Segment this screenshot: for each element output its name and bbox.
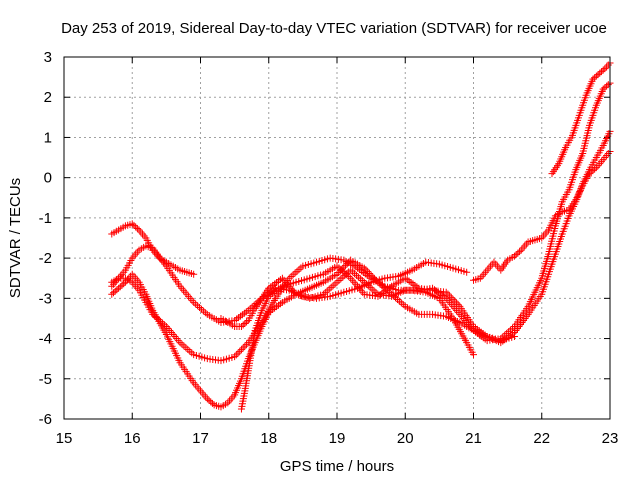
plot-frame (63, 56, 611, 420)
point-marker (470, 148, 614, 284)
y-tick-label: 0 (44, 170, 52, 187)
y-tick-label: 2 (44, 89, 52, 106)
point-marker (548, 59, 614, 178)
y-tick-label: -4 (39, 331, 52, 348)
series-trace-6 (237, 127, 614, 413)
x-tick-label: 20 (397, 430, 414, 447)
point-marker (108, 254, 477, 365)
y-tick-label: 3 (44, 49, 52, 66)
x-tick-label: 15 (56, 430, 73, 447)
x-tick-label: 17 (192, 430, 209, 447)
y-tick-label: -3 (39, 290, 52, 307)
data-points (108, 59, 614, 413)
x-tick-label: 19 (329, 430, 346, 447)
gridlines (64, 57, 610, 419)
x-tick-label: 16 (124, 430, 141, 447)
series-trace-8 (548, 59, 614, 178)
y-tick-label: 1 (44, 129, 52, 146)
x-tick-label: 18 (260, 430, 277, 447)
x-axis-label: GPS time / hours (280, 458, 394, 475)
y-tick-label: -6 (39, 411, 52, 428)
y-tick-label: -5 (39, 371, 52, 388)
series-trace-7 (470, 148, 614, 284)
y-axis-label: SDTVAR / TECUs (7, 178, 24, 298)
x-tick-label: 22 (533, 430, 550, 447)
chart-title: Day 253 of 2019, Sidereal Day-to-day VTE… (61, 20, 607, 37)
y-tick-label: -2 (39, 250, 52, 267)
series-trace-2 (108, 254, 477, 365)
point-marker (237, 127, 614, 413)
x-tick-label: 23 (602, 430, 619, 447)
series-trace-4 (108, 242, 471, 326)
point-marker (108, 242, 471, 326)
y-tick-label: -1 (39, 210, 52, 227)
x-tick-label: 21 (465, 430, 482, 447)
